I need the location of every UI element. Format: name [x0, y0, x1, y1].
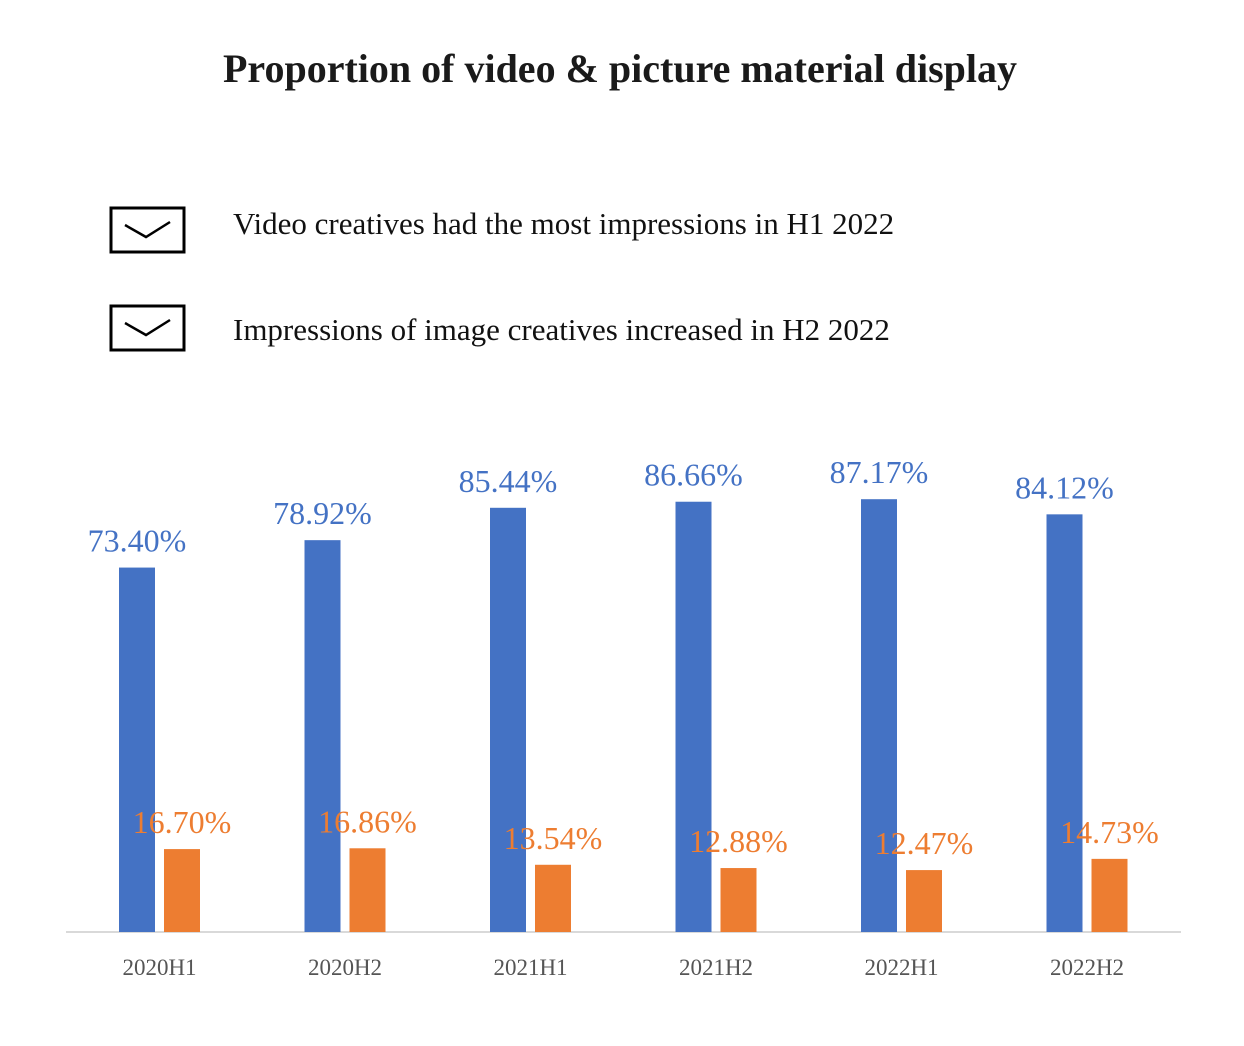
data-label-video-2020H1: 73.40%: [88, 523, 187, 559]
data-label-video-2021H1: 85.44%: [459, 463, 558, 499]
envelope-icon: [109, 304, 186, 352]
bar-video-2022H1: [861, 499, 897, 932]
x-tick-label-2022H1: 2022H1: [864, 955, 938, 980]
plot-area: 73.40% 16.70% 2020H1 78.92% 16.86% 2020H2 85.4…: [66, 454, 1181, 980]
data-label-picture-2022H1: 12.47%: [875, 825, 974, 861]
envelope-icon: [109, 206, 186, 254]
data-label-picture-2022H2: 14.73%: [1060, 814, 1159, 850]
data-label-video-2022H1: 87.17%: [830, 454, 929, 490]
note-2-text: Impressions of image creatives increased…: [233, 312, 890, 347]
bar-picture-2022H1: [906, 870, 942, 932]
data-label-picture-2020H1: 16.70%: [133, 804, 232, 840]
data-label-video-2022H2: 84.12%: [1015, 469, 1114, 505]
bar-video-2020H1: [119, 567, 155, 932]
bar-picture-2020H1: [164, 849, 200, 932]
data-label-picture-2020H2: 16.86%: [318, 803, 417, 839]
note-1-text: Video creatives had the most impressions…: [233, 206, 894, 241]
data-label-picture-2021H2: 12.88%: [689, 823, 788, 859]
bar-picture-2020H2: [349, 848, 386, 932]
bar-video-2020H2: [304, 540, 341, 932]
bar-video-2021H1: [490, 507, 526, 932]
x-tick-label-2021H2: 2021H2: [679, 955, 753, 980]
bar-video-2021H2: [675, 501, 712, 932]
bar-picture-2022H2: [1091, 858, 1128, 932]
note-2: Impressions of image creatives increased…: [109, 304, 890, 352]
data-label-picture-2021H1: 13.54%: [504, 820, 603, 856]
x-tick-label-2020H2: 2020H2: [308, 955, 382, 980]
x-tick-label-2020H1: 2020H1: [122, 955, 196, 980]
chart-title: Proportion of video & picture material d…: [223, 46, 1017, 91]
data-label-video-2020H2: 78.92%: [273, 495, 372, 531]
x-tick-label-2021H1: 2021H1: [493, 955, 567, 980]
x-tick-label-2022H2: 2022H2: [1050, 955, 1124, 980]
bar-picture-2021H1: [535, 864, 571, 932]
data-label-video-2021H2: 86.66%: [644, 457, 743, 493]
bar-picture-2021H2: [720, 868, 757, 932]
note-1: Video creatives had the most impressions…: [109, 206, 894, 254]
bar-video-2022H2: [1046, 514, 1083, 932]
